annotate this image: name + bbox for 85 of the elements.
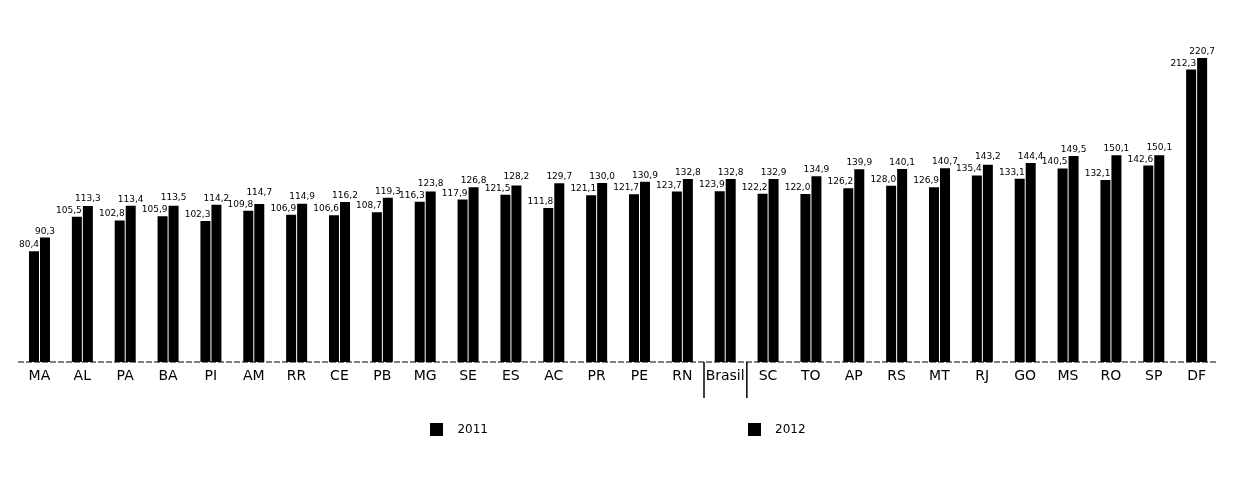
data-label: 140,5 <box>1041 156 1068 167</box>
x-tick-label: AC <box>544 366 564 383</box>
data-label: 106,6 <box>313 203 340 214</box>
data-label: 130,9 <box>632 169 659 180</box>
data-label: 149,5 <box>1060 144 1087 155</box>
x-tick-label: RJ <box>975 366 990 383</box>
data-label: 132,1 <box>1084 168 1111 179</box>
data-label: 140,1 <box>889 157 916 168</box>
data-label: 132,8 <box>674 167 702 178</box>
x-tick-label: PA <box>116 366 135 383</box>
data-label: 126,8 <box>460 175 487 186</box>
x-tick-label: AM <box>242 366 265 383</box>
data-label: 132,8 <box>717 167 744 178</box>
data-label: 212,3 <box>1170 57 1197 68</box>
data-label: 142,6 <box>1127 153 1154 164</box>
x-tick-label: AL <box>73 366 92 383</box>
x-tick-label: BA <box>158 366 179 383</box>
data-label: 90,3 <box>34 225 56 236</box>
data-label: 150,1 <box>1146 141 1173 152</box>
x-tick-label: RN <box>672 366 693 383</box>
data-label: 109,8 <box>227 198 254 209</box>
x-tick-label: GO <box>1014 366 1037 383</box>
x-tick-label: ES <box>501 366 520 383</box>
legend-label: 2012 <box>775 422 806 436</box>
data-label: 128,2 <box>503 170 530 181</box>
data-label: 134,9 <box>803 164 830 175</box>
data-label: 113,3 <box>74 192 101 203</box>
data-label: 123,8 <box>417 177 444 188</box>
data-label: 122,2 <box>741 181 768 192</box>
data-label: 126,2 <box>827 176 854 187</box>
data-label: 114,2 <box>203 192 230 203</box>
data-label: 121,5 <box>484 182 511 193</box>
data-label: 119,3 <box>374 185 401 196</box>
data-label: 126,9 <box>913 175 940 186</box>
data-label: 106,9 <box>270 202 297 213</box>
x-tick-label: RR <box>286 366 307 383</box>
data-label: 114,9 <box>289 190 316 201</box>
data-label: 105,5 <box>56 204 82 215</box>
data-label: 121,1 <box>570 183 597 194</box>
data-label: 129,7 <box>546 171 573 182</box>
x-tick-label: RS <box>887 366 906 383</box>
x-tick-label: Brasil <box>705 366 745 383</box>
data-label: 130,0 <box>589 170 616 181</box>
data-label: 123,7 <box>656 179 682 190</box>
data-label: 144,4 <box>1017 151 1044 162</box>
x-tick-label: DF <box>1187 366 1206 383</box>
x-tick-label: MG <box>413 366 437 383</box>
data-label: 133,1 <box>998 166 1025 177</box>
data-label: 102,3 <box>184 209 211 220</box>
data-label: 108,7 <box>356 200 382 211</box>
x-tick-label: SE <box>459 366 477 383</box>
data-label: 117,9 <box>441 187 468 198</box>
data-label: 116,2 <box>332 189 358 200</box>
data-label: 150,1 <box>1103 143 1130 154</box>
x-tick-label: MT <box>929 366 951 383</box>
x-tick-label: TO <box>800 366 821 383</box>
data-label: 114,7 <box>246 186 273 197</box>
data-label: 140,7 <box>932 156 958 167</box>
data-label: 139,9 <box>846 157 873 168</box>
data-label: 113,4 <box>117 193 144 204</box>
data-label: 105,9 <box>141 204 168 215</box>
data-label: 80,4 <box>18 239 40 250</box>
data-label: 128,0 <box>870 173 897 184</box>
data-label: 135,4 <box>956 163 983 174</box>
x-tick-label: SP <box>1145 366 1163 383</box>
data-label: 102,8 <box>98 208 125 219</box>
x-tick-label: PI <box>204 366 218 383</box>
x-tick-label: CE <box>330 366 349 383</box>
legend-label: 2011 <box>457 422 488 436</box>
data-label: 122,0 <box>784 181 811 192</box>
data-label: 143,2 <box>974 151 1001 162</box>
x-tick-label: MA <box>28 366 51 383</box>
x-tick-label: PB <box>373 366 392 383</box>
x-tick-label: PR <box>587 366 606 383</box>
data-label: 111,8 <box>527 196 554 206</box>
data-label: 121,7 <box>613 182 639 193</box>
data-label: 113,5 <box>160 192 187 203</box>
data-label: 132,9 <box>760 166 787 177</box>
x-tick-label: AP <box>844 366 863 383</box>
data-label: 123,9 <box>698 179 725 190</box>
x-tick-label: RO <box>1100 366 1122 383</box>
x-tick-label: MS <box>1057 366 1079 383</box>
x-tick-label: PE <box>630 366 649 383</box>
data-label: 220,7 <box>1189 45 1216 56</box>
x-tick-label: SC <box>758 366 778 383</box>
